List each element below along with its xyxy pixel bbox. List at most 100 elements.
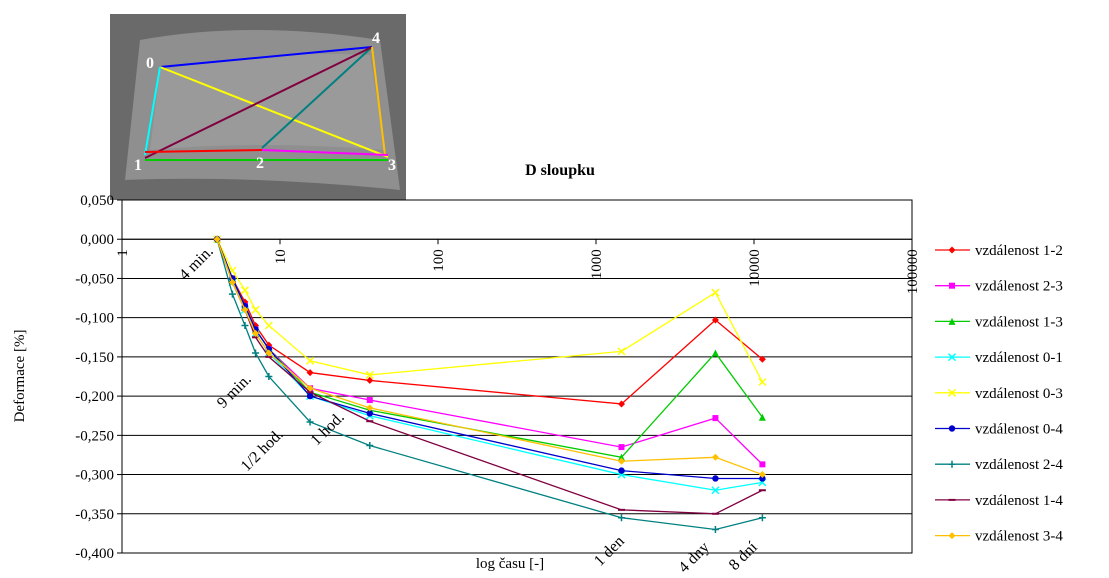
marker (758, 471, 766, 479)
marker (759, 461, 766, 468)
marker (759, 475, 766, 482)
photo-label: 2 (256, 155, 264, 172)
marker (306, 384, 314, 392)
arrow (371, 46, 386, 156)
marker (711, 525, 719, 533)
legend-label: vzdálenost 1-2 (975, 243, 1063, 259)
marker (711, 486, 720, 495)
series-line (216, 239, 763, 476)
marker (366, 376, 374, 384)
arrow (261, 149, 389, 156)
legend-label: vzdálenost 3-4 (975, 529, 1063, 545)
marker (712, 415, 719, 422)
photo-label: 1 (134, 157, 142, 174)
marker (252, 329, 260, 337)
x-axis-label: log času [-] (476, 556, 544, 572)
marker (711, 349, 719, 357)
x-tick-label: 10 (273, 249, 289, 264)
y-tick-label: -0,050 (75, 271, 114, 287)
legend-marker (948, 460, 956, 468)
x-tick-label: 1000 (589, 249, 605, 279)
arrow (261, 46, 373, 149)
legend-marker (948, 317, 956, 325)
y-tick-label: 0,050 (80, 193, 114, 209)
marker (758, 355, 766, 363)
photo-label: 0 (146, 55, 154, 72)
marker (758, 413, 766, 421)
marker (265, 373, 273, 380)
marker (251, 305, 260, 314)
marker (618, 467, 625, 474)
y-tick-label: -0,400 (75, 546, 114, 562)
marker (617, 453, 625, 461)
y-tick-label: -0,100 (75, 311, 114, 327)
legend-marker (948, 246, 956, 254)
y-tick-label: -0,300 (75, 468, 114, 484)
series-line (216, 238, 763, 405)
x-tick-label: 10000 (747, 249, 763, 287)
marker (240, 286, 249, 295)
marker (617, 457, 625, 465)
marker (265, 349, 273, 357)
y-tick-label: -0,250 (75, 428, 114, 444)
y-tick-label: -0,350 (75, 507, 114, 523)
marker (366, 404, 374, 412)
arrow (144, 66, 161, 156)
arrow (144, 149, 263, 153)
marker (617, 347, 626, 356)
marker (712, 475, 719, 482)
marker (306, 392, 314, 400)
x-tick-label: 100 (431, 249, 447, 272)
legend-marker (948, 425, 956, 432)
legend-marker (947, 388, 957, 397)
marker (366, 410, 373, 417)
marker (758, 377, 767, 387)
marker (366, 397, 373, 404)
legend-label: vzdálenost 1-3 (975, 314, 1063, 330)
legend-label: vzdálenost 0-1 (975, 350, 1063, 366)
marker (366, 442, 374, 450)
arrow (144, 46, 373, 159)
annotation: 9 min. (214, 371, 255, 412)
annotation: 8 dní (726, 538, 761, 573)
marker (306, 356, 315, 365)
marker (618, 444, 625, 451)
chart-title: D sloupku (525, 162, 595, 179)
marker (617, 400, 625, 408)
marker (758, 514, 766, 522)
series-line (216, 238, 763, 383)
series-line (216, 239, 763, 531)
photo-label: 4 (372, 30, 380, 47)
legend-marker (949, 282, 955, 289)
annotation: 4 min. (176, 243, 217, 284)
legend-marker (948, 532, 956, 540)
marker (228, 290, 236, 298)
marker (228, 278, 236, 286)
arrow (159, 66, 389, 158)
annotation: 1 den (591, 533, 628, 570)
marker (711, 453, 719, 461)
marker (241, 306, 249, 314)
y-tick-label: -0,200 (75, 389, 114, 405)
annotation: 4 dny (675, 539, 712, 576)
y-axis-label: Deformace [%] (12, 330, 28, 423)
annotation: 1/2 hod. (238, 426, 287, 475)
photo: 0 1 2 3 4 (110, 14, 406, 200)
x-tick-label: 100000 (905, 249, 921, 294)
marker (241, 322, 249, 330)
legend-label: vzdálenost 0-3 (975, 386, 1063, 402)
series-line (216, 238, 763, 459)
arrow (159, 46, 373, 68)
legend-label: vzdálenost 1-4 (975, 493, 1063, 509)
marker (264, 321, 273, 330)
marker (365, 370, 374, 379)
y-tick-label: -0,150 (75, 350, 114, 366)
marker (306, 418, 314, 426)
legend-label: vzdálenost 0-4 (975, 422, 1063, 438)
x-tick-label: 1 (115, 249, 131, 257)
marker (306, 369, 314, 377)
series-line (216, 238, 763, 480)
legend-label: vzdálenost 2-4 (975, 457, 1063, 473)
